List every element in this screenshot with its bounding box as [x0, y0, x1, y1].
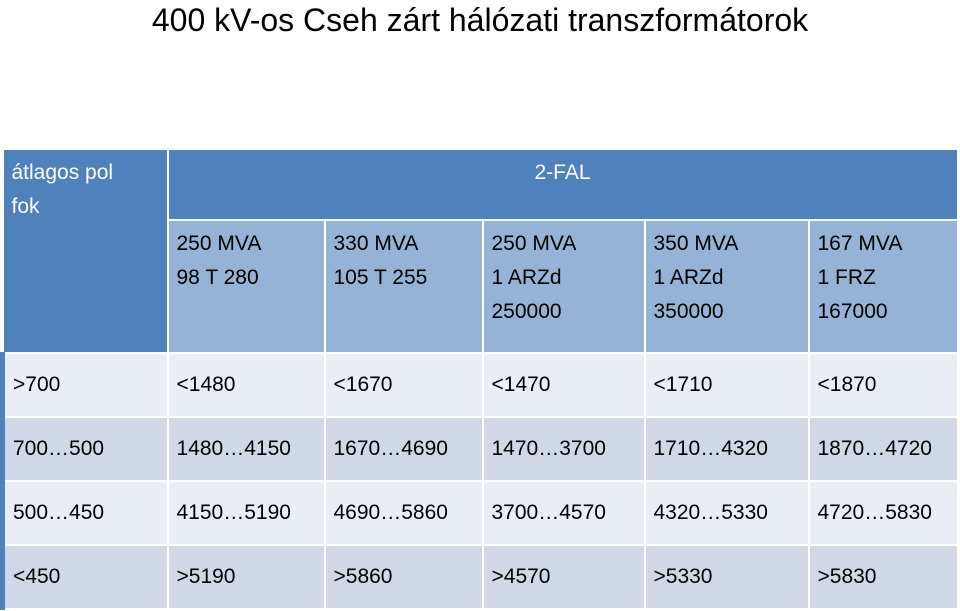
cell-line: átlagos pol: [11, 161, 114, 184]
data-cell: 1870…4720: [807, 416, 959, 482]
column-header: 330 MVA 105 T 255: [323, 218, 484, 355]
data-cell: <1710: [643, 352, 810, 418]
cell-line: 250 MVA: [491, 231, 577, 255]
data-cell: 4150…5190: [166, 480, 326, 546]
cell-line: 1 ARZd: [491, 265, 562, 289]
data-cell: >4570: [481, 544, 646, 610]
column-header: 350 MVA 1 ARZd 350000: [643, 218, 810, 355]
cell-line: 350 MVA: [653, 231, 739, 255]
data-cell: >5190: [166, 544, 326, 610]
transformer-table: átlagos pol fok 2-FAL 250 MVA 98 T 280 330 MV…: [0, 148, 959, 610]
column-header-row: 250 MVA 98 T 280 330 MVA 105 T 255 250 MVA 1 …: [3, 218, 959, 355]
data-cell: <450: [0, 544, 169, 610]
column-header: 167 MVA 1 FRZ 167000: [807, 218, 959, 355]
data-cell: 1480…4150: [166, 416, 326, 482]
column-header: 250 MVA 1 ARZd 250000: [481, 218, 646, 355]
cell-line: 1 ARZd: [653, 265, 724, 289]
cell-line: 250 MVA: [176, 231, 262, 255]
group-header: 2-FAL: [166, 148, 959, 221]
header-row: átlagos pol fok 2-FAL: [1, 148, 959, 354]
corner-cell: átlagos pol fok: [1, 148, 169, 354]
cell-line: 167000: [817, 299, 888, 323]
data-cell: >5860: [323, 544, 484, 610]
data-row: >700 <1480 <1670 <1470 <1710 <1870: [0, 352, 959, 418]
data-cell: 500…450: [0, 480, 169, 546]
cell-line: 330 MVA: [333, 231, 419, 255]
data-cell: 3700…4570: [481, 480, 646, 546]
data-cell: >700: [0, 352, 169, 418]
data-cell: >5830: [807, 544, 959, 610]
data-cell: 4320…5330: [643, 480, 810, 546]
data-cell: 4720…5830: [807, 480, 959, 546]
cell-line: 167 MVA: [817, 231, 903, 255]
cell-line: 350000: [653, 299, 724, 323]
data-cell: 700…500: [0, 416, 169, 482]
data-cell: <1670: [323, 352, 484, 418]
cell-line: 105 T 255: [333, 265, 428, 289]
data-cell: 4690…5860: [323, 480, 484, 546]
data-cell: 1710…4320: [643, 416, 810, 482]
data-cell: 1670…4690: [323, 416, 484, 482]
slide-title: 400 kV-os Cseh zárt hálózati transzformá…: [151, 2, 809, 38]
cell-line: 1 FRZ: [817, 265, 876, 289]
column-header: 250 MVA 98 T 280: [166, 218, 326, 355]
cell-line: 98 T 280: [176, 265, 259, 289]
data-cell: <1480: [166, 352, 326, 418]
data-cell: 1470…3700: [481, 416, 646, 482]
data-cell: <1470: [481, 352, 646, 418]
data-cell: <1870: [807, 352, 959, 418]
data-row: <450 >5190 >5860 >4570 >5330 >5830: [0, 544, 959, 610]
cell-line: 250000: [491, 299, 562, 323]
data-cell: >5330: [643, 544, 810, 610]
data-row: 500…450 4150…5190 4690…5860 3700…4570 4320…5…: [0, 480, 959, 546]
data-row: 700…500 1480…4150 1670…4690 1470…3700 1710…4…: [0, 416, 959, 482]
cell-line: fok: [11, 195, 40, 218]
